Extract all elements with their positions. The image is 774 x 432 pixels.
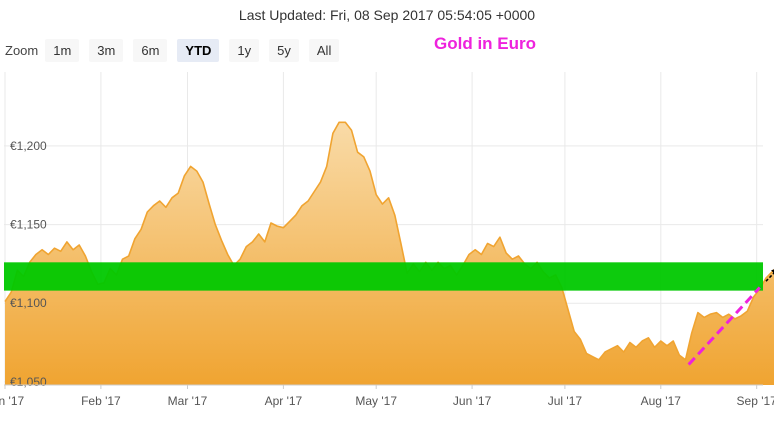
x-tick-label: Sep '17 — [737, 394, 774, 408]
x-tick-label: Aug '17 — [641, 394, 682, 408]
x-tick-label: Jan '17 — [0, 394, 24, 408]
trend-arrow — [765, 267, 774, 282]
x-tick-label: Jul '17 — [548, 394, 583, 408]
zoom-3m-button[interactable]: 3m — [89, 38, 124, 62]
trend-line — [687, 286, 761, 366]
zoom-bar: Zoom 1m 3m 6m YTD 1y 5y All — [5, 38, 349, 62]
y-tick-label: €1,150 — [10, 218, 47, 232]
last-updated-text: Last Updated: Fri, 08 Sep 2017 05:54:05 … — [238, 7, 536, 23]
y-tick-label: €1,200 — [10, 139, 47, 153]
chart-title: Gold in Euro — [434, 34, 536, 53]
y-tick-label: €1,050 — [10, 375, 47, 389]
zoom-1m-button[interactable]: 1m — [45, 38, 80, 62]
x-tick-label: Feb '17 — [81, 394, 121, 408]
zoom-5y-button[interactable]: 5y — [269, 38, 299, 62]
x-tick-label: Mar '17 — [168, 394, 208, 408]
zoom-1y-button[interactable]: 1y — [229, 38, 260, 62]
zoom-label: Zoom — [5, 42, 39, 58]
price-line — [4, 121, 774, 361]
y-tick-label: €1,100 — [10, 296, 47, 310]
x-tick-label: Jun '17 — [453, 394, 492, 408]
x-tick-label: Apr '17 — [265, 394, 303, 408]
zoom-ytd-button[interactable]: YTD — [177, 38, 220, 62]
support-band — [4, 262, 763, 291]
zoom-6m-button[interactable]: 6m — [133, 38, 168, 62]
price-area — [5, 122, 774, 385]
zoom-all-button[interactable]: All — [308, 38, 340, 62]
x-tick-label: May '17 — [355, 394, 397, 408]
